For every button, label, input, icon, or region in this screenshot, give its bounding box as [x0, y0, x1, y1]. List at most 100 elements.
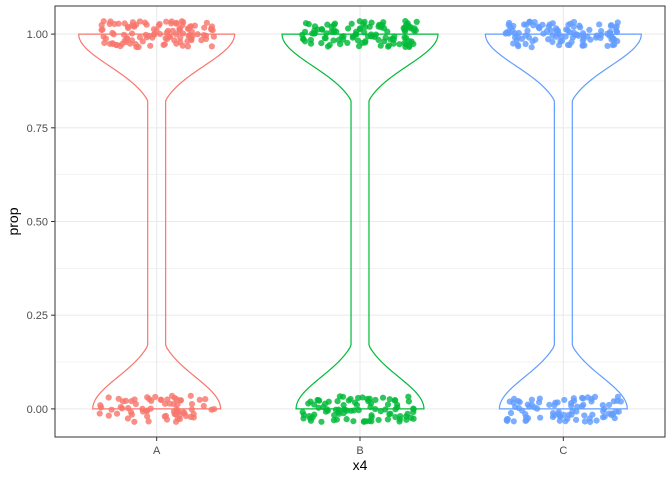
- point-B: [307, 36, 314, 44]
- point-C: [523, 416, 530, 424]
- point-A: [128, 411, 135, 418]
- point-B: [299, 409, 306, 416]
- point-A: [122, 38, 129, 46]
- point-C: [578, 394, 586, 401]
- point-B: [397, 412, 404, 420]
- point-A: [124, 415, 131, 422]
- point-C: [605, 410, 613, 417]
- point-C: [549, 32, 556, 39]
- point-C: [505, 30, 512, 37]
- point-B: [323, 30, 330, 37]
- point-B: [330, 21, 338, 29]
- point-B: [402, 41, 410, 48]
- point-B: [340, 33, 347, 40]
- point-A: [152, 393, 159, 401]
- point-A: [198, 37, 205, 44]
- point-C: [515, 405, 522, 412]
- point-B: [311, 23, 319, 30]
- point-A: [173, 19, 180, 26]
- point-C: [588, 398, 595, 405]
- point-B: [324, 43, 332, 50]
- point-B: [411, 25, 418, 32]
- point-A: [164, 396, 171, 403]
- point-B: [330, 37, 337, 44]
- point-B: [345, 25, 352, 32]
- point-C: [600, 408, 607, 415]
- point-C: [553, 27, 560, 34]
- y-tick-label: 0.50: [27, 217, 48, 229]
- point-B: [325, 398, 332, 405]
- point-A: [188, 400, 196, 408]
- point-B: [330, 417, 338, 424]
- point-B: [410, 405, 417, 412]
- point-B: [335, 36, 342, 44]
- point-B: [322, 35, 329, 42]
- point-C: [549, 413, 557, 421]
- point-C: [576, 22, 583, 29]
- point-C: [611, 415, 618, 422]
- point-A: [209, 27, 216, 34]
- point-C: [609, 42, 616, 49]
- point-B: [372, 31, 380, 38]
- point-A: [144, 413, 151, 420]
- point-C: [558, 33, 565, 40]
- point-C: [507, 409, 515, 417]
- point-C: [504, 417, 511, 424]
- point-B: [387, 410, 394, 417]
- point-A: [143, 21, 150, 28]
- point-B: [405, 393, 412, 400]
- point-A: [203, 19, 210, 26]
- x-axis-title: x4: [353, 457, 368, 473]
- point-C: [599, 401, 606, 409]
- point-C: [556, 417, 563, 424]
- point-C: [614, 38, 621, 45]
- point-C: [524, 27, 531, 34]
- point-C: [581, 412, 588, 419]
- point-C: [554, 399, 561, 406]
- point-B: [394, 404, 401, 411]
- point-A: [177, 397, 184, 404]
- point-B: [361, 29, 368, 36]
- point-B: [311, 401, 318, 408]
- point-A: [179, 42, 186, 49]
- point-B: [328, 28, 335, 35]
- x-tick-label-B: B: [356, 445, 363, 457]
- y-tick-label: 0.75: [27, 123, 48, 135]
- point-A: [174, 407, 181, 414]
- point-A: [96, 410, 103, 417]
- point-B: [334, 398, 341, 405]
- point-A: [171, 394, 178, 402]
- point-B: [347, 395, 354, 403]
- point-B: [354, 37, 362, 44]
- y-tick-label: 0.00: [27, 404, 48, 416]
- point-C: [578, 403, 586, 410]
- point-B: [396, 41, 403, 48]
- point-B: [305, 21, 312, 28]
- point-B: [359, 394, 366, 401]
- point-C: [581, 418, 589, 425]
- point-C: [557, 38, 564, 45]
- point-B: [379, 394, 387, 401]
- point-B: [360, 20, 367, 27]
- point-A: [145, 418, 152, 425]
- point-C: [528, 396, 535, 403]
- violins: [78, 33, 642, 410]
- point-B: [384, 401, 392, 408]
- point-C: [591, 393, 599, 400]
- point-B: [367, 31, 375, 38]
- point-B: [391, 33, 398, 40]
- point-A: [163, 29, 170, 36]
- point-C: [607, 30, 614, 37]
- point-B: [382, 34, 389, 41]
- point-A: [133, 44, 140, 51]
- point-A: [187, 34, 194, 41]
- point-A: [150, 26, 158, 33]
- point-C: [564, 41, 572, 49]
- point-A: [131, 418, 138, 425]
- point-B: [396, 418, 403, 425]
- point-B: [350, 418, 357, 425]
- point-C: [537, 414, 544, 421]
- point-C: [615, 408, 622, 415]
- point-B: [311, 411, 318, 418]
- point-C: [597, 34, 604, 42]
